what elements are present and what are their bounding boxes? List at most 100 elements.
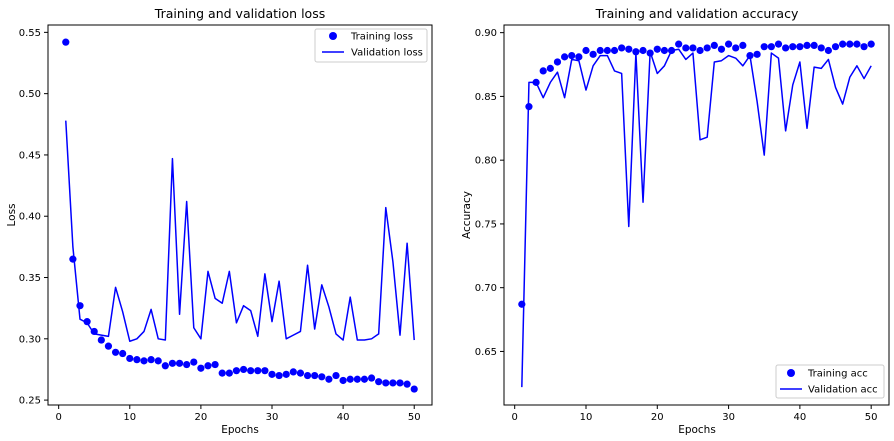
accuracy-x-tick-label: 20 [651,412,664,423]
loss-validation-line [65,120,415,343]
accuracy-training-point [782,44,790,52]
loss-y-tick-label: 0.25 [19,396,41,407]
accuracy-training-point [853,40,861,48]
accuracy-training-point [839,40,847,48]
loss-training-point [367,374,376,382]
loss-x-tick-label: 40 [337,412,350,423]
accuracy-y-axis-label: Accuracy [461,191,473,239]
loss-y-axis-label: Loss [6,203,18,226]
accuracy-training-point [767,43,775,51]
loss-training-point [133,356,141,364]
loss-training-point [197,364,205,372]
accuracy-training-point [860,43,868,51]
loss-training-point [183,360,191,369]
accuracy-training-point [682,44,690,52]
accuracy-training-point [739,41,747,50]
accuracy-training-series [518,40,875,308]
loss-training-point [275,371,283,380]
accuracy-training-point [810,41,818,50]
accuracy-training-point [760,43,768,51]
loss-legend-box [314,28,428,63]
accuracy-training-point [646,49,654,57]
loss-training-point [353,375,361,383]
accuracy-x-tick-label: 50 [865,412,878,423]
loss-training-point [325,375,333,383]
loss-chart: Training and validation loss 0 10 20 30 40 50… [6,6,433,436]
loss-chart-title: Training and validation loss [154,6,325,21]
loss-y-axis: 0.25 0.30 0.35 0.40 0.45 0.50 0.55 [19,28,48,407]
accuracy-training-point [532,78,540,86]
loss-x-tick-label: 50 [408,412,421,423]
loss-training-point [161,362,169,370]
loss-y-tick-label: 0.40 [19,212,41,223]
accuracy-x-tick-label: 30 [722,412,735,423]
accuracy-y-tick-label: 0.65 [475,347,497,358]
loss-training-point [69,255,77,263]
accuracy-training-point [596,46,604,55]
accuracy-training-point [824,46,833,55]
loss-x-tick-label: 20 [195,412,208,423]
loss-training-point [147,356,155,364]
loss-training-point [389,379,397,387]
loss-x-axis: 0 10 20 30 40 50 [55,405,421,423]
loss-training-point [382,379,390,387]
loss-training-point [83,318,91,326]
loss-x-tick-label: 30 [266,412,279,423]
accuracy-training-point [789,43,797,51]
loss-training-point [311,371,319,380]
accuracy-y-tick-label: 0.90 [475,28,497,39]
accuracy-training-point [817,44,825,52]
loss-y-tick-label: 0.50 [19,89,41,100]
loss-training-point [190,358,198,366]
accuracy-training-point [667,46,676,55]
loss-training-point [403,380,411,388]
loss-validation-series [65,120,415,343]
loss-legend: Training loss Validation loss [314,28,428,63]
loss-training-point [218,369,226,377]
loss-training-point [296,369,305,377]
accuracy-training-point [796,43,804,51]
loss-training-point [97,336,105,344]
loss-training-point [339,376,347,385]
loss-axes-frame [47,24,433,406]
accuracy-training-point [660,46,669,55]
accuracy-training-point [746,52,754,60]
accuracy-legend-label-validation: Validation acc [808,385,878,396]
loss-training-point [211,360,219,369]
accuracy-x-axis: 0 10 20 30 40 50 [512,405,878,423]
loss-training-point [247,367,255,375]
accuracy-training-point [689,44,697,52]
accuracy-legend-marker-training [787,369,795,377]
loss-training-point [254,367,262,375]
loss-training-point [126,354,134,363]
accuracy-x-tick-label: 40 [794,412,807,423]
loss-training-point [232,367,241,375]
loss-y-tick-label: 0.45 [19,150,41,161]
accuracy-training-point [831,43,840,51]
accuracy-training-point [575,53,583,61]
loss-y-tick-label: 0.30 [19,334,41,345]
loss-training-point [239,365,248,374]
accuracy-legend: Training acc Validation acc [775,364,885,399]
loss-training-point [111,348,120,356]
accuracy-y-tick-label: 0.70 [475,283,497,294]
accuracy-training-point [546,64,554,72]
loss-training-point [261,367,269,375]
accuracy-training-point [803,41,811,50]
accuracy-chart-title: Training and validation accuracy [595,6,799,21]
loss-training-point [119,349,127,358]
accuracy-y-tick-label: 0.80 [475,156,497,167]
accuracy-x-axis-label: Epochs [678,424,716,436]
loss-training-point [289,368,297,376]
accuracy-x-tick-label: 10 [580,412,593,423]
loss-training-point [346,375,354,383]
accuracy-training-point [553,58,562,66]
loss-training-point [303,371,312,380]
loss-x-axis-label: Epochs [221,424,259,436]
loss-training-point [104,342,113,350]
loss-x-tick-label: 0 [55,412,61,423]
loss-training-point [175,359,184,367]
loss-training-point [62,38,70,46]
accuracy-training-point [561,53,569,61]
